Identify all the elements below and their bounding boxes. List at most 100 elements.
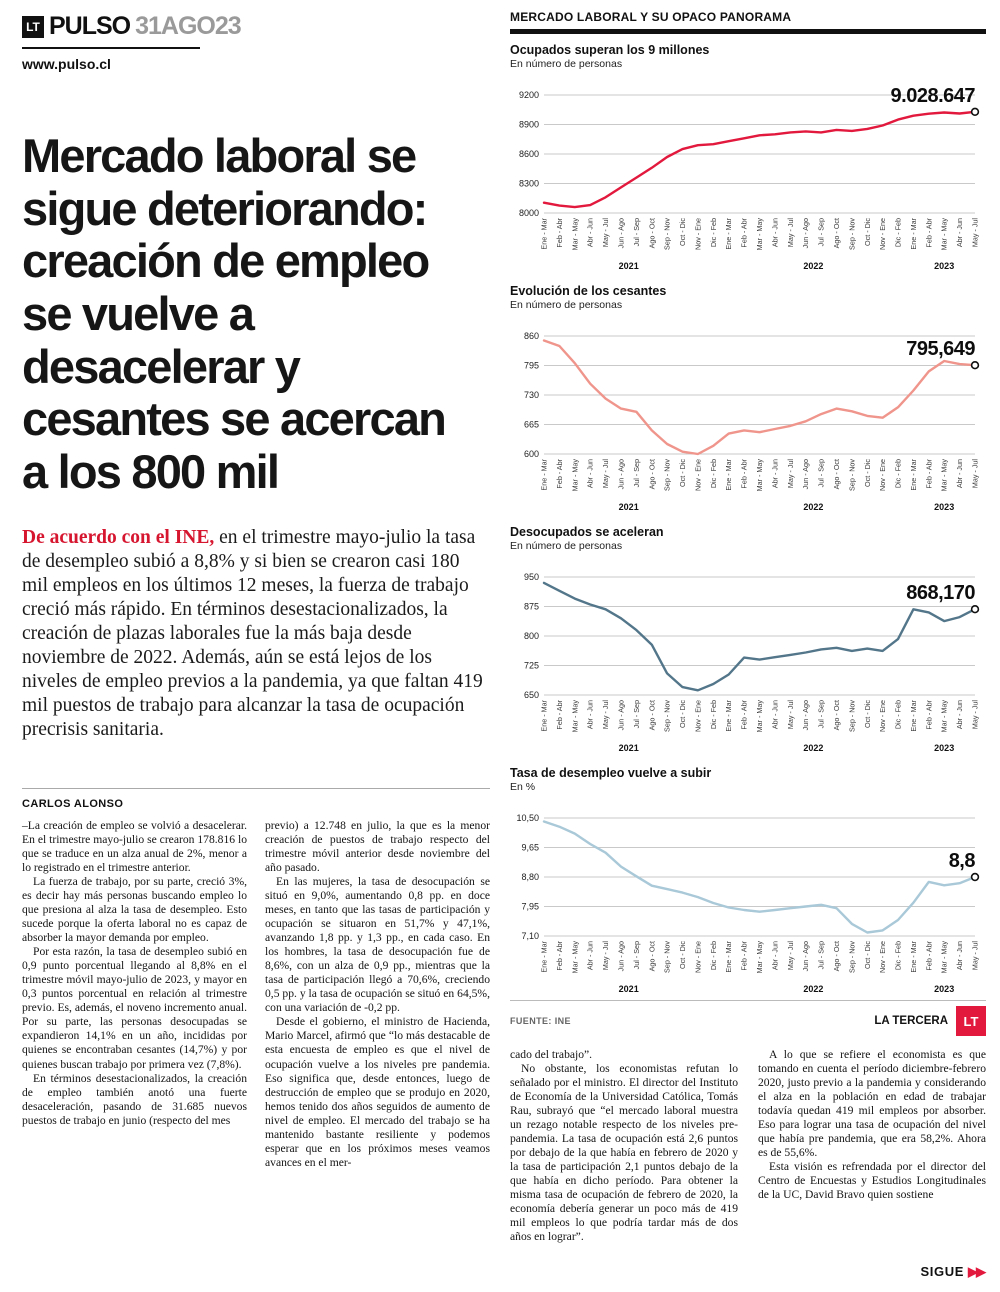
- svg-text:May - Jul: May - Jul: [601, 941, 610, 971]
- svg-text:Dic - Feb: Dic - Feb: [709, 218, 718, 247]
- lead-intro: De acuerdo con el INE,: [22, 527, 215, 549]
- chart-tasa-desempleo: Tasa de desempleo vuelve a subir En % 10…: [510, 766, 986, 998]
- article-paragraph: En términos desestacionalizados, la crea…: [22, 1071, 247, 1127]
- svg-text:Ene - Mar: Ene - Mar: [724, 940, 733, 972]
- svg-text:Oct - Dic: Oct - Dic: [678, 700, 687, 728]
- svg-text:Ene - Mar: Ene - Mar: [909, 458, 918, 490]
- svg-text:2023: 2023: [934, 502, 954, 512]
- svg-text:Feb - Abr: Feb - Abr: [924, 940, 933, 970]
- svg-text:9.028.647: 9.028.647: [891, 85, 976, 107]
- svg-text:Jun - Ago: Jun - Ago: [617, 459, 626, 489]
- svg-text:Ago - Oct: Ago - Oct: [832, 218, 841, 248]
- svg-text:Oct - Dic: Oct - Dic: [678, 218, 687, 246]
- svg-text:Mar - May: Mar - May: [570, 459, 579, 492]
- svg-text:Nov - Ene: Nov - Ene: [878, 459, 887, 491]
- svg-text:Ene - Mar: Ene - Mar: [724, 217, 733, 249]
- svg-text:Oct - Dic: Oct - Dic: [863, 700, 872, 728]
- svg-text:Ene - Mar: Ene - Mar: [540, 699, 549, 731]
- svg-text:Jul - Sep: Jul - Sep: [817, 941, 826, 969]
- article-columns-left: –La creación de empleo se volvió a desac…: [22, 819, 490, 1169]
- svg-text:Feb - Abr: Feb - Abr: [555, 458, 564, 488]
- svg-text:600: 600: [524, 449, 539, 459]
- svg-text:May - Jul: May - Jul: [786, 700, 795, 730]
- svg-text:Nov - Ene: Nov - Ene: [693, 700, 702, 732]
- svg-text:2023: 2023: [934, 261, 954, 271]
- svg-text:Abr - Jun: Abr - Jun: [770, 700, 779, 729]
- svg-text:868,170: 868,170: [906, 582, 975, 604]
- svg-text:Abr - Jun: Abr - Jun: [586, 218, 595, 247]
- svg-text:665: 665: [524, 420, 539, 430]
- svg-text:Abr - Jun: Abr - Jun: [586, 700, 595, 729]
- svg-text:Nov - Ene: Nov - Ene: [693, 459, 702, 491]
- svg-text:Abr - Jun: Abr - Jun: [770, 941, 779, 970]
- la-tercera-logo-icon: LT: [956, 1006, 986, 1036]
- svg-text:May - Jul: May - Jul: [786, 459, 795, 489]
- svg-text:Ene - Mar: Ene - Mar: [724, 699, 733, 731]
- svg-text:Feb - Abr: Feb - Abr: [740, 699, 749, 729]
- svg-text:8000: 8000: [519, 208, 539, 218]
- svg-text:Feb - Abr: Feb - Abr: [924, 699, 933, 729]
- headline-line: creación de empleo: [22, 234, 430, 288]
- svg-text:2023: 2023: [934, 984, 954, 994]
- svg-text:2021: 2021: [619, 261, 639, 271]
- article-column-3: cado del trabajo”. No obstante, los econo…: [510, 1048, 738, 1244]
- continues-arrows-icon: ▶▶: [968, 1264, 986, 1279]
- svg-text:Sep - Nov: Sep - Nov: [663, 700, 672, 732]
- article-paragraph: previo) a 12.748 en julio, la que es la …: [265, 819, 490, 875]
- left-column: LT PULSO 31AGO23 www.pulso.cl Mercado la…: [22, 12, 490, 1170]
- svg-text:Mar - May: Mar - May: [570, 941, 579, 974]
- svg-text:Jul - Sep: Jul - Sep: [817, 218, 826, 246]
- article-paragraph: cado del trabajo”.: [510, 1048, 593, 1061]
- svg-text:2022: 2022: [803, 984, 823, 994]
- svg-text:Oct - Dic: Oct - Dic: [863, 941, 872, 969]
- svg-text:Mar - May: Mar - May: [755, 941, 764, 974]
- svg-text:8900: 8900: [519, 120, 539, 130]
- svg-text:Dic - Feb: Dic - Feb: [894, 218, 903, 247]
- svg-text:Abr - Jun: Abr - Jun: [955, 941, 964, 970]
- svg-text:Feb - Abr: Feb - Abr: [555, 940, 564, 970]
- svg-text:Feb - Abr: Feb - Abr: [555, 699, 564, 729]
- headline-line: desacelerar y: [22, 339, 301, 393]
- svg-text:Sep - Nov: Sep - Nov: [847, 941, 856, 973]
- svg-text:Sep - Nov: Sep - Nov: [847, 459, 856, 491]
- chart-canvas-tasa-desempleo: 10,50 9,65 8,80 7,95 7,10 8,8 Ene - Mar Feb - A…: [510, 794, 986, 998]
- svg-text:Mar - May: Mar - May: [940, 941, 949, 974]
- article-column-2: previo) a 12.748 en julio, la que es la …: [265, 819, 490, 1169]
- article-paragraph: –La creación de empleo se volvió a desac…: [22, 819, 247, 875]
- svg-text:Nov - Ene: Nov - Ene: [878, 218, 887, 250]
- chart-desocupados: Desocupados se aceleran En número de per…: [510, 525, 986, 757]
- svg-text:Ene - Mar: Ene - Mar: [909, 217, 918, 249]
- svg-text:Jun - Ago: Jun - Ago: [801, 700, 810, 730]
- svg-text:May - Jul: May - Jul: [971, 700, 980, 730]
- svg-text:7,95: 7,95: [521, 902, 539, 912]
- svg-text:Abr - Jun: Abr - Jun: [586, 459, 595, 488]
- svg-text:730: 730: [524, 390, 539, 400]
- svg-text:7,10: 7,10: [521, 931, 539, 941]
- svg-text:Jul - Sep: Jul - Sep: [817, 459, 826, 487]
- svg-text:Abr - Jun: Abr - Jun: [770, 459, 779, 488]
- svg-text:Oct - Dic: Oct - Dic: [678, 459, 687, 487]
- headline-line: Mercado laboral se: [22, 129, 417, 182]
- svg-text:8300: 8300: [519, 179, 539, 189]
- svg-text:8,8: 8,8: [949, 850, 976, 872]
- article-paragraph: A lo que se refiere el economista es que…: [758, 1048, 986, 1160]
- svg-text:860: 860: [524, 331, 539, 341]
- svg-text:9200: 9200: [519, 90, 539, 100]
- svg-text:Dic - Feb: Dic - Feb: [709, 459, 718, 488]
- svg-text:2022: 2022: [803, 261, 823, 271]
- svg-text:950: 950: [524, 572, 539, 582]
- svg-text:Ene - Mar: Ene - Mar: [909, 940, 918, 972]
- svg-text:650: 650: [524, 690, 539, 700]
- chart-subtitle: En %: [510, 781, 536, 793]
- chart-subtitle: En número de personas: [510, 58, 623, 70]
- edition-date: 31AGO23: [135, 12, 242, 40]
- publisher-name: LA TERCERA: [874, 1015, 948, 1027]
- lt-logo-icon: LT: [22, 15, 44, 38]
- svg-text:Mar - May: Mar - May: [755, 459, 764, 492]
- svg-text:Feb - Abr: Feb - Abr: [740, 458, 749, 488]
- article-paragraph: En las mujeres, la tasa de desocupación …: [265, 875, 490, 1015]
- svg-text:Abr - Jun: Abr - Jun: [955, 700, 964, 729]
- charts-section-title: MERCADO LABORAL Y SU OPACO PANORAMA: [510, 10, 792, 24]
- headline-line: a los 800 mil: [22, 444, 280, 498]
- svg-text:Jul - Sep: Jul - Sep: [817, 700, 826, 728]
